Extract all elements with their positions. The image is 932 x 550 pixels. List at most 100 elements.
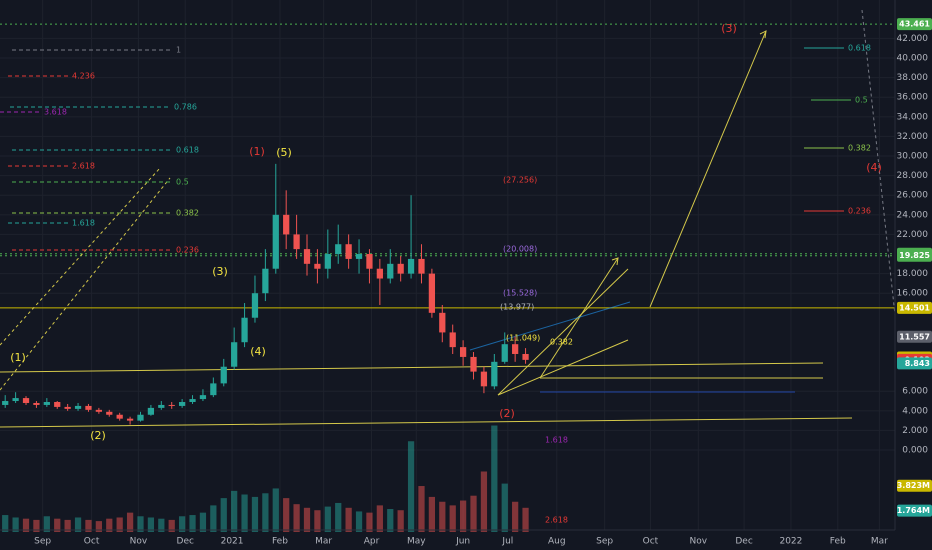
volume-bar — [116, 517, 123, 532]
candle-body — [116, 414, 123, 419]
candle-body — [137, 414, 144, 421]
y-tick-label: 6.000 — [902, 387, 928, 397]
candle-body — [303, 249, 311, 264]
volume-bar — [283, 498, 290, 532]
candle-body — [522, 353, 529, 360]
candle-body — [231, 342, 238, 367]
candle-body — [439, 312, 446, 333]
price-badge-label: 19.825 — [899, 251, 930, 260]
volume-badge — [897, 479, 932, 492]
y-tick-label: 4.000 — [902, 406, 928, 416]
volume-bar — [397, 510, 404, 532]
volume-bar — [189, 515, 196, 532]
volume-bar — [407, 441, 415, 532]
candle-body — [459, 347, 467, 357]
candle-body — [147, 407, 155, 415]
arrow-head — [611, 257, 619, 266]
candle-body — [43, 402, 50, 405]
fib-label: 4.236 — [72, 72, 95, 81]
fib-label: 1.618 — [545, 436, 568, 445]
volume-bar — [293, 504, 300, 532]
y-tick-label: 42.000 — [897, 34, 929, 44]
fib-label: 0.5 — [176, 178, 189, 187]
fib-label: 0.786 — [174, 103, 197, 112]
x-tick-label: Nov — [130, 537, 148, 547]
x-tick-label: Jul — [501, 537, 513, 547]
volume-bar — [12, 517, 19, 532]
volume-bar — [95, 521, 102, 532]
candle-body — [283, 214, 290, 235]
candle-body — [449, 332, 456, 348]
candle-body — [376, 268, 383, 279]
x-tick-label: Feb — [272, 537, 288, 547]
volume-bar — [126, 512, 134, 532]
candle-body — [324, 254, 331, 269]
y-tick-label: 22.000 — [897, 230, 929, 240]
annotations: (1) (2) (3) (4) (5) (1) (2) (3) (4) (27.256) (20.0… — [0, 22, 882, 525]
volume-bar — [158, 518, 165, 532]
arrow-line — [539, 257, 619, 379]
volume-bar — [168, 519, 175, 532]
volume-bar — [106, 518, 113, 532]
volume-bar — [480, 471, 488, 532]
wave-label: (5) — [276, 146, 292, 159]
candles — [2, 163, 529, 425]
candle-body — [355, 254, 363, 259]
candle-body — [272, 214, 279, 269]
x-tick-label: Dec — [177, 537, 194, 547]
volume-badge-label: 3.823M — [897, 481, 930, 490]
volume-bar — [324, 506, 331, 532]
volume-bar — [199, 512, 207, 532]
volume-bar — [54, 518, 61, 532]
volume-bar — [85, 519, 92, 532]
volume-bar — [64, 519, 71, 532]
fib-label: 3.618 — [44, 108, 67, 117]
candle-body — [251, 293, 259, 318]
axes: 42.000 40.000 38.000 36.000 34.000 32.000 30.0… — [34, 18, 932, 547]
candle-body — [501, 344, 508, 362]
fib-label: 0.618 — [176, 146, 199, 155]
candle-body — [12, 398, 19, 402]
price-badge-label: 8.843 — [905, 359, 930, 368]
candle-body — [179, 402, 186, 406]
fib-label: 0.236 — [848, 207, 871, 216]
y-tick-label: 34.000 — [897, 112, 929, 122]
y-tick-label: 0.000 — [902, 446, 928, 456]
volume-badge-label: 1.764M — [897, 506, 930, 515]
fib-label: 0.382 — [176, 209, 199, 218]
volume-bar — [251, 496, 259, 532]
candle-body — [106, 411, 113, 415]
wave-label: (1) — [10, 351, 26, 364]
candle-body — [491, 361, 498, 387]
candle-body — [210, 383, 217, 396]
fib-label: 0.5 — [855, 96, 868, 105]
y-tick-label: 2.000 — [902, 426, 928, 436]
candle-body — [199, 395, 207, 400]
volume-bar — [449, 505, 456, 532]
volume-bar — [439, 501, 446, 532]
volume-bar — [501, 483, 508, 532]
fib-label: 2.618 — [545, 516, 568, 525]
y-tick-label: 26.000 — [897, 191, 929, 201]
volume-badge — [897, 504, 932, 517]
wave-label: (3) — [721, 22, 737, 35]
x-tick-label: Feb — [830, 537, 846, 547]
x-tick-label: May — [407, 537, 426, 547]
fib-label: (13.977) — [500, 303, 534, 312]
candle-body — [158, 404, 165, 408]
wave-label: (3) — [212, 265, 228, 278]
fib-label: 0.236 — [176, 246, 199, 255]
volume-bar — [522, 507, 529, 532]
x-tick-label: Jun — [455, 537, 470, 547]
volume-bar — [512, 501, 519, 532]
x-tick-label: Nov — [690, 537, 708, 547]
candle-body — [85, 405, 92, 410]
price-badge — [897, 18, 932, 31]
volume-bar — [366, 512, 373, 532]
fib-label: 1 — [176, 46, 181, 55]
price-badge-label: 43.461 — [899, 20, 930, 29]
y-tick-label: 30.000 — [897, 152, 929, 162]
